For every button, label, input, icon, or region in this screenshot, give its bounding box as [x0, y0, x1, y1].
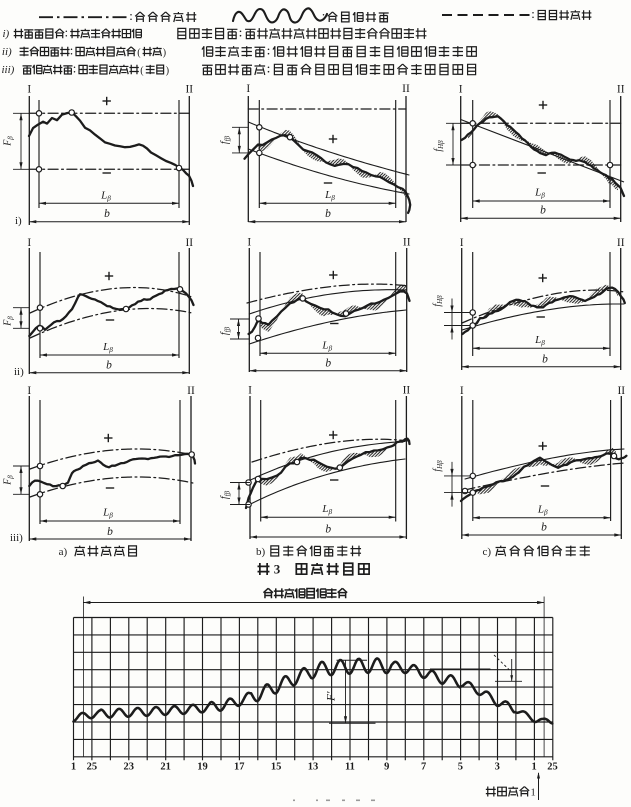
svg-text:b: b — [542, 354, 548, 366]
svg-text:ii): ii) — [14, 366, 24, 378]
svg-text:13: 13 — [308, 762, 319, 773]
svg-text:5: 5 — [458, 762, 463, 773]
svg-text:1: 1 — [531, 762, 536, 773]
svg-text:II: II — [617, 84, 625, 96]
svg-text:b): b) — [256, 546, 266, 558]
svg-text:i): i) — [3, 28, 10, 40]
svg-text:II: II — [617, 237, 625, 249]
svg-text:b: b — [325, 358, 331, 370]
svg-text:fHβ: fHβ — [433, 140, 445, 152]
svg-text:15: 15 — [271, 762, 282, 773]
svg-text:Lβ: Lβ — [537, 504, 548, 517]
svg-text:I: I — [27, 84, 31, 96]
svg-text:I: I — [460, 237, 464, 249]
svg-text:fHβ: fHβ — [432, 460, 444, 472]
svg-text:b: b — [107, 526, 113, 538]
svg-text:11: 11 — [345, 762, 355, 773]
svg-text:ffβ: ffβ — [220, 135, 232, 144]
svg-text:I: I — [247, 237, 251, 249]
svg-text:Lβ: Lβ — [534, 187, 545, 200]
svg-text:Lβ: Lβ — [324, 189, 335, 202]
svg-text:I: I — [246, 83, 250, 95]
svg-text:II: II — [403, 385, 411, 397]
svg-text:Lβ: Lβ — [321, 503, 332, 516]
svg-text:23: 23 — [124, 762, 135, 773]
svg-text:25: 25 — [547, 762, 558, 773]
svg-text:b: b — [106, 360, 112, 372]
svg-text:ii): ii) — [2, 46, 12, 58]
svg-text:Lβ: Lβ — [102, 507, 113, 520]
svg-text:1: 1 — [531, 788, 536, 799]
svg-text:21: 21 — [160, 762, 171, 773]
svg-text:b: b — [540, 205, 546, 217]
svg-text:II: II — [187, 385, 195, 397]
svg-text:b: b — [325, 524, 331, 536]
svg-text:c): c) — [483, 546, 492, 558]
svg-text:(: ( — [137, 48, 141, 59]
svg-text:3: 3 — [495, 762, 500, 773]
svg-text:i): i) — [15, 215, 22, 227]
svg-text:): ) — [163, 48, 166, 59]
svg-text:Lβ: Lβ — [534, 334, 545, 347]
svg-text:Lβ: Lβ — [100, 190, 111, 203]
svg-text:a): a) — [59, 546, 68, 558]
svg-text:): ) — [166, 66, 169, 77]
svg-text:II: II — [402, 83, 410, 95]
svg-text:b: b — [104, 208, 110, 220]
svg-text:II: II — [617, 385, 625, 397]
svg-text:II: II — [185, 84, 193, 96]
svg-text:Fβ: Fβ — [3, 136, 15, 147]
svg-text:F′: F′ — [326, 691, 338, 702]
svg-text:17: 17 — [234, 762, 245, 773]
svg-text:b: b — [541, 522, 547, 534]
svg-text:b: b — [325, 208, 331, 220]
svg-text:I: I — [460, 385, 464, 397]
svg-text:ffβ: ffβ — [220, 490, 232, 499]
svg-text:I: I — [248, 385, 252, 397]
svg-text:3: 3 — [274, 562, 281, 577]
svg-text:19: 19 — [197, 762, 208, 773]
svg-text:ffβ: ffβ — [220, 326, 232, 335]
svg-text:Lβ: Lβ — [321, 340, 332, 353]
svg-text:(: ( — [140, 66, 144, 77]
svg-text:iii): iii) — [2, 64, 15, 76]
svg-text:II: II — [403, 237, 411, 249]
svg-text:Fβ: Fβ — [3, 316, 15, 327]
svg-text:I: I — [27, 385, 31, 397]
svg-text:I: I — [27, 237, 31, 249]
svg-text:9: 9 — [384, 762, 389, 773]
svg-text:fHβ: fHβ — [432, 295, 444, 307]
svg-text:iii): iii) — [10, 532, 23, 544]
svg-text:25: 25 — [87, 762, 98, 773]
svg-text:Lβ: Lβ — [102, 341, 113, 354]
svg-text:II: II — [185, 237, 193, 249]
svg-text:7: 7 — [421, 762, 426, 773]
svg-text:I: I — [459, 84, 463, 96]
svg-text:1: 1 — [71, 762, 76, 773]
svg-text:Fβ: Fβ — [3, 475, 15, 486]
